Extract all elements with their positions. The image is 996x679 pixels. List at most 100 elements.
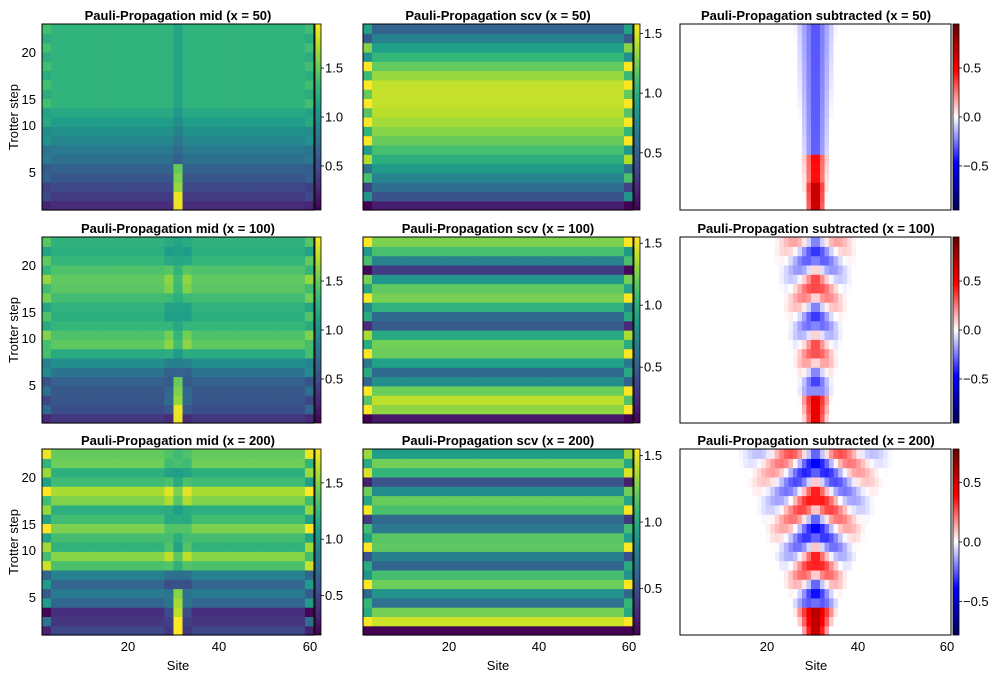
heatmap-cell (937, 89, 943, 99)
heatmap-cell (399, 144, 405, 155)
heatmap-cell (286, 24, 292, 34)
heatmap-cell (223, 172, 229, 183)
heatmap-cell (529, 51, 535, 62)
heatmap-cell (466, 117, 472, 127)
heatmap-cell (141, 339, 147, 350)
heatmap-cell (60, 348, 66, 359)
heatmap-cell (856, 163, 862, 174)
heatmap-cell (747, 24, 753, 34)
heatmap-cell (159, 126, 165, 137)
heatmap-cell (484, 70, 490, 81)
heatmap-cell (619, 191, 625, 202)
heatmap-cell (743, 89, 749, 99)
heatmap-cell (191, 255, 197, 266)
heatmap-cell (137, 200, 143, 211)
heatmap-cell (570, 126, 576, 137)
heatmap-cell (187, 246, 193, 257)
heatmap-cell (187, 144, 193, 155)
heatmap-cell (132, 163, 138, 174)
heatmap-cell (628, 144, 634, 155)
heatmap-cell (304, 191, 311, 202)
heatmap-cell (801, 117, 808, 127)
heatmap-cell (123, 191, 129, 202)
heatmap-cell (565, 200, 571, 211)
heatmap-cell (100, 330, 107, 340)
heatmap-cell (810, 126, 817, 137)
heatmap-cell (214, 292, 220, 303)
heatmap-cell (196, 117, 202, 127)
heatmap-cell (851, 89, 857, 99)
heatmap-cell (770, 98, 776, 109)
heatmap-cell (168, 172, 175, 183)
heatmap-cell (114, 107, 120, 118)
heatmap-cell (774, 42, 780, 53)
heatmap-cell (60, 357, 66, 368)
heatmap-cell (60, 191, 66, 202)
heatmap-cell (381, 24, 387, 34)
heatmap-cell (150, 70, 156, 81)
heatmap-cell (707, 172, 713, 183)
heatmap-cell (273, 163, 279, 174)
heatmap-cell (205, 33, 211, 44)
heatmap-cell (187, 163, 193, 174)
heatmap-cell (606, 79, 612, 90)
heatmap-cell (187, 200, 193, 211)
heatmap-cell (232, 163, 238, 174)
heatmap-cell (507, 70, 513, 81)
heatmap-cell (200, 79, 206, 90)
heatmap-cell (209, 311, 215, 322)
heatmap-cell (191, 283, 197, 294)
heatmap-cell (475, 200, 481, 211)
heatmap-cell (155, 61, 161, 72)
heatmap-cell (824, 42, 830, 53)
heatmap-cell (381, 413, 387, 424)
heatmap-cell (227, 320, 233, 331)
heatmap-cell (372, 144, 378, 155)
heatmap-cell (282, 385, 288, 396)
heatmap-cell (556, 144, 562, 155)
heatmap-cell (69, 274, 75, 285)
heatmap-cell (96, 172, 102, 183)
heatmap-cell (246, 264, 252, 275)
heatmap-cell (457, 154, 463, 165)
heatmap-cell (200, 24, 206, 34)
heatmap-cell (421, 24, 427, 34)
heatmap-cell (132, 292, 138, 303)
heatmap-cell (860, 42, 866, 53)
heatmap-cell (511, 98, 517, 109)
heatmap-cell (277, 70, 283, 81)
heatmap-cell (282, 302, 288, 312)
heatmap-cell (73, 237, 79, 247)
heatmap-cell (123, 255, 129, 266)
heatmap-cell (60, 302, 66, 312)
heatmap-cell (205, 330, 211, 340)
heatmap-cell (752, 89, 758, 99)
heatmap-cell (255, 376, 261, 387)
heatmap-cell (150, 311, 156, 322)
heatmap-cell (435, 42, 441, 53)
heatmap-cell (209, 413, 215, 424)
heatmap-cell (489, 89, 495, 99)
heatmap-cell (561, 126, 567, 137)
heatmap-cell (525, 98, 531, 109)
heatmap-cell (164, 283, 170, 294)
heatmap-cell (100, 144, 107, 155)
heatmap-cell (205, 283, 211, 294)
heatmap-cell (457, 107, 463, 118)
heatmap-cell (218, 348, 224, 359)
colorbar-tick-label: 0.5 (325, 158, 343, 173)
heatmap-cell (196, 376, 202, 387)
heatmap-cell (797, 191, 803, 202)
heatmap-cell (901, 182, 907, 192)
heatmap-cell (268, 70, 274, 81)
heatmap-cell (381, 172, 387, 183)
heatmap-cell (729, 107, 735, 118)
heatmap-cell (51, 320, 57, 331)
heatmap-cell (196, 126, 202, 137)
heatmap-cell (128, 264, 134, 275)
heatmap-cell (105, 339, 111, 350)
heatmap-cell (820, 182, 826, 192)
heatmap-cell (191, 42, 197, 53)
heatmap-cell (466, 404, 472, 415)
heatmap-cell (824, 172, 830, 183)
